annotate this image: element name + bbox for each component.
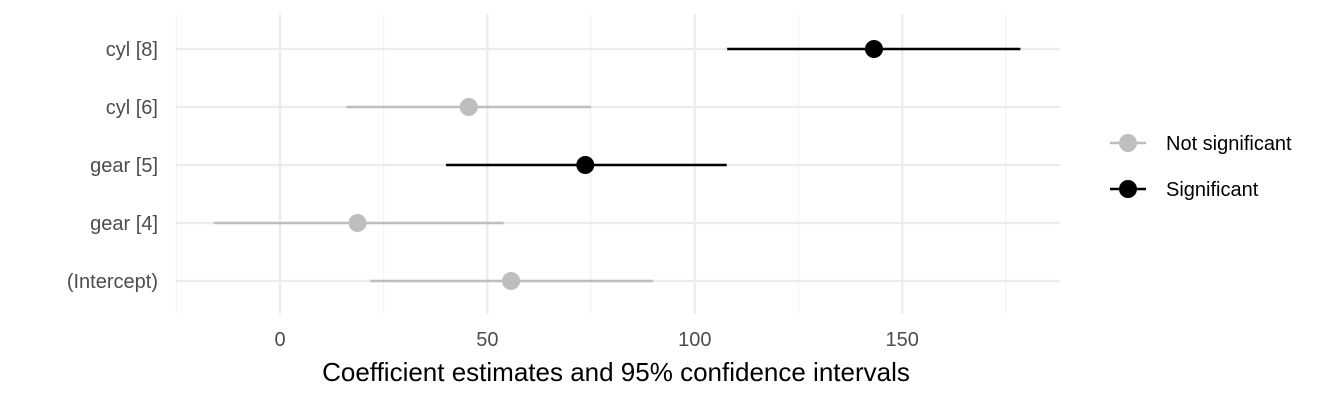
y-tick-label: gear [4] (90, 213, 158, 235)
estimate-point (502, 272, 521, 290)
legend-item: Not significant (1110, 133, 1292, 155)
legend-label: Significant (1166, 179, 1259, 201)
legend-key-point (1119, 134, 1137, 152)
x-axis-labels: 0 50 100 150 (274, 329, 918, 351)
x-tick-label: 0 (274, 329, 285, 351)
legend-key-point (1119, 180, 1137, 198)
x-tick-label: 100 (678, 329, 711, 351)
x-axis-title: Coefficient estimates and 95% confidence… (322, 357, 910, 387)
y-tick-label: gear [5] (90, 155, 158, 177)
legend: Not significant Significant (1110, 133, 1292, 201)
legend-item: Significant (1110, 179, 1259, 201)
estimate-point (864, 40, 883, 58)
y-tick-label: cyl [8] (106, 39, 158, 61)
x-tick-label: 150 (886, 329, 919, 351)
y-tick-label: (Intercept) (67, 271, 158, 293)
y-axis-labels: cyl [8] cyl [6] gear [5] gear [4] (Intercept… (67, 39, 158, 293)
x-tick-label: 50 (476, 329, 498, 351)
estimate-point (348, 214, 367, 232)
estimate-point (576, 156, 595, 174)
y-tick-label: cyl [6] (106, 97, 158, 119)
estimate-point (459, 98, 478, 116)
legend-label: Not significant (1166, 133, 1292, 155)
coefficient-marks (213, 40, 1021, 290)
